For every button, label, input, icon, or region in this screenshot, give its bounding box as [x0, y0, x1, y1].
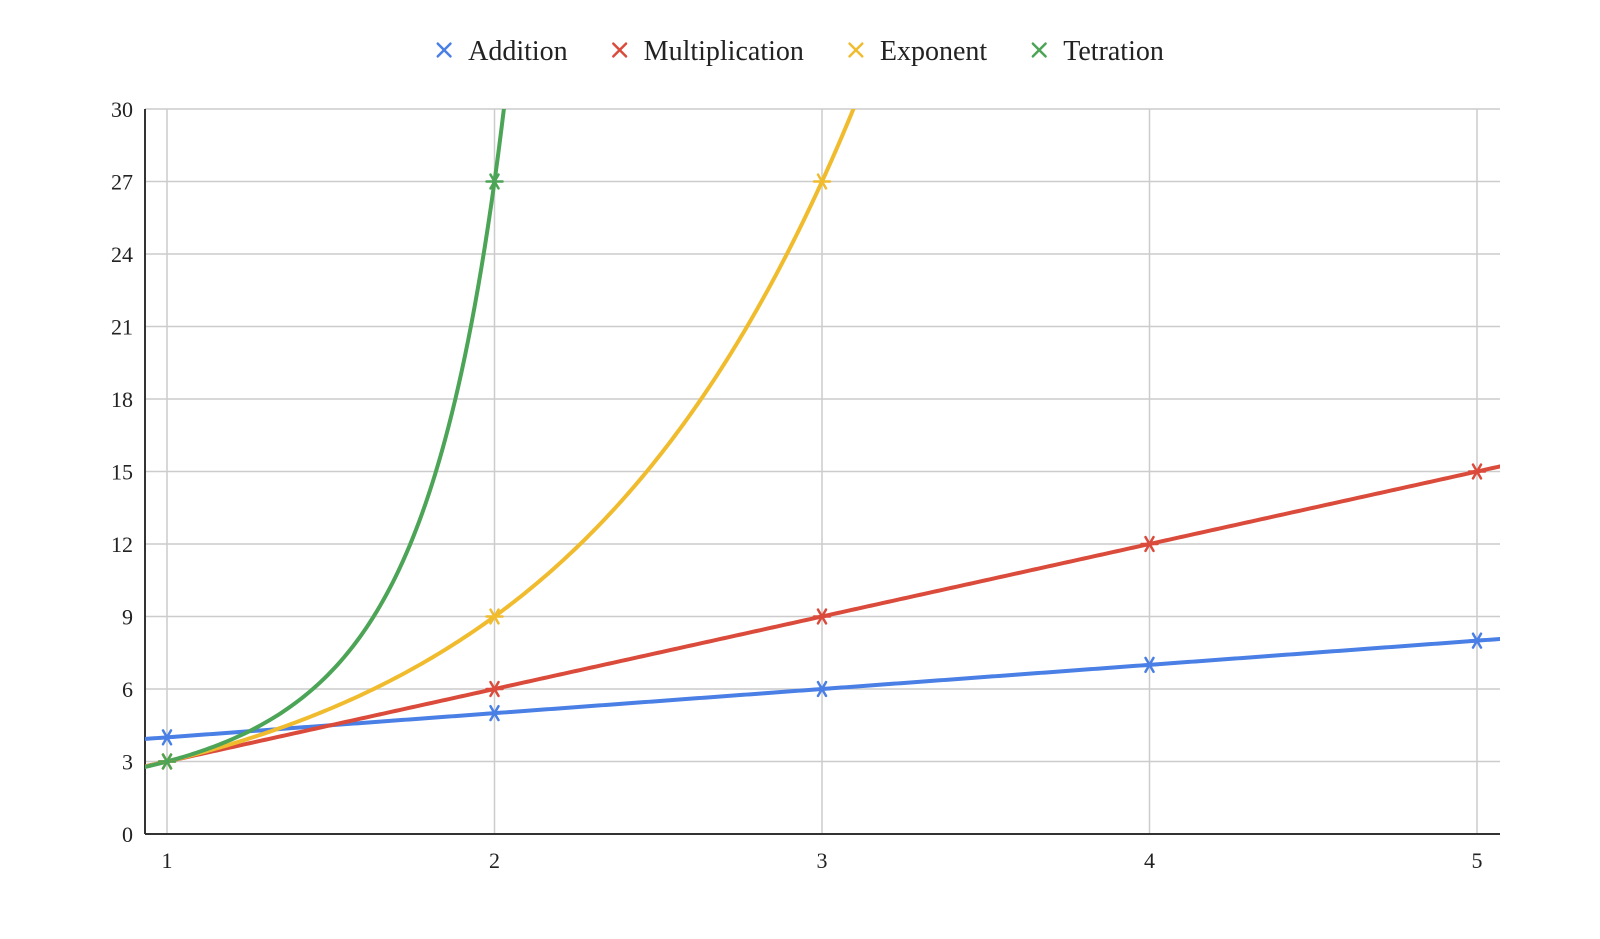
data-point-multiplication [1467, 463, 1487, 480]
data-point-addition [1467, 632, 1487, 649]
y-tick-label: 18 [111, 387, 133, 412]
data-point-addition [485, 704, 504, 722]
y-tick-label: 27 [111, 170, 133, 195]
series-line-tetration [145, 109, 506, 770]
y-tick-label: 15 [111, 460, 133, 485]
legend-label: Exponent [880, 36, 988, 67]
y-tick-label: 3 [122, 750, 133, 775]
data-point-multiplication [1140, 535, 1159, 553]
data-point-tetration [485, 173, 504, 190]
data-point-addition [1140, 656, 1159, 674]
gridlines [145, 108, 1500, 834]
y-tick-label: 24 [111, 242, 133, 267]
y-tick-label: 21 [111, 315, 133, 340]
y-tick-label: 6 [122, 677, 133, 702]
data-point-multiplication [485, 680, 504, 698]
data-point-exponent [812, 173, 832, 190]
x-tick-label: 4 [1144, 848, 1155, 873]
x-axis-ticks: 1 2 3 4 5 [162, 848, 1483, 873]
x-tick-label: 3 [817, 848, 828, 873]
legend: Addition Multiplication Exponent Tetration [436, 36, 1164, 67]
y-tick-label: 0 [122, 822, 133, 847]
legend-label: Multiplication [644, 36, 804, 67]
y-axis-ticks: 0 3 6 9 12 15 18 21 24 27 30 [111, 97, 133, 847]
legend-item: Tetration [1031, 36, 1164, 67]
legend-item: Addition [436, 36, 568, 67]
data-point-multiplication [812, 608, 832, 625]
data-point-addition [157, 729, 177, 746]
x-tick-label: 1 [162, 848, 173, 873]
series-line-exponent [145, 109, 856, 769]
legend-marker-icon [612, 42, 628, 58]
legend-marker-icon [1031, 42, 1047, 58]
axes [144, 109, 1500, 835]
legend-marker-icon [436, 42, 452, 58]
legend-label: Tetration [1063, 36, 1164, 67]
data-point-tetration [157, 753, 177, 770]
legend-item: Exponent [848, 36, 988, 67]
y-tick-label: 12 [111, 532, 133, 557]
x-tick-label: 5 [1472, 848, 1483, 873]
data-point-exponent [485, 608, 504, 625]
legend-item: Multiplication [612, 36, 804, 67]
legend-label: Addition [468, 36, 568, 67]
legend-marker-icon [848, 42, 864, 58]
y-tick-label: 30 [111, 97, 133, 122]
data-point-addition [812, 680, 832, 698]
y-tick-label: 9 [122, 605, 133, 630]
x-tick-label: 2 [489, 848, 500, 873]
series-markers [157, 173, 1487, 770]
